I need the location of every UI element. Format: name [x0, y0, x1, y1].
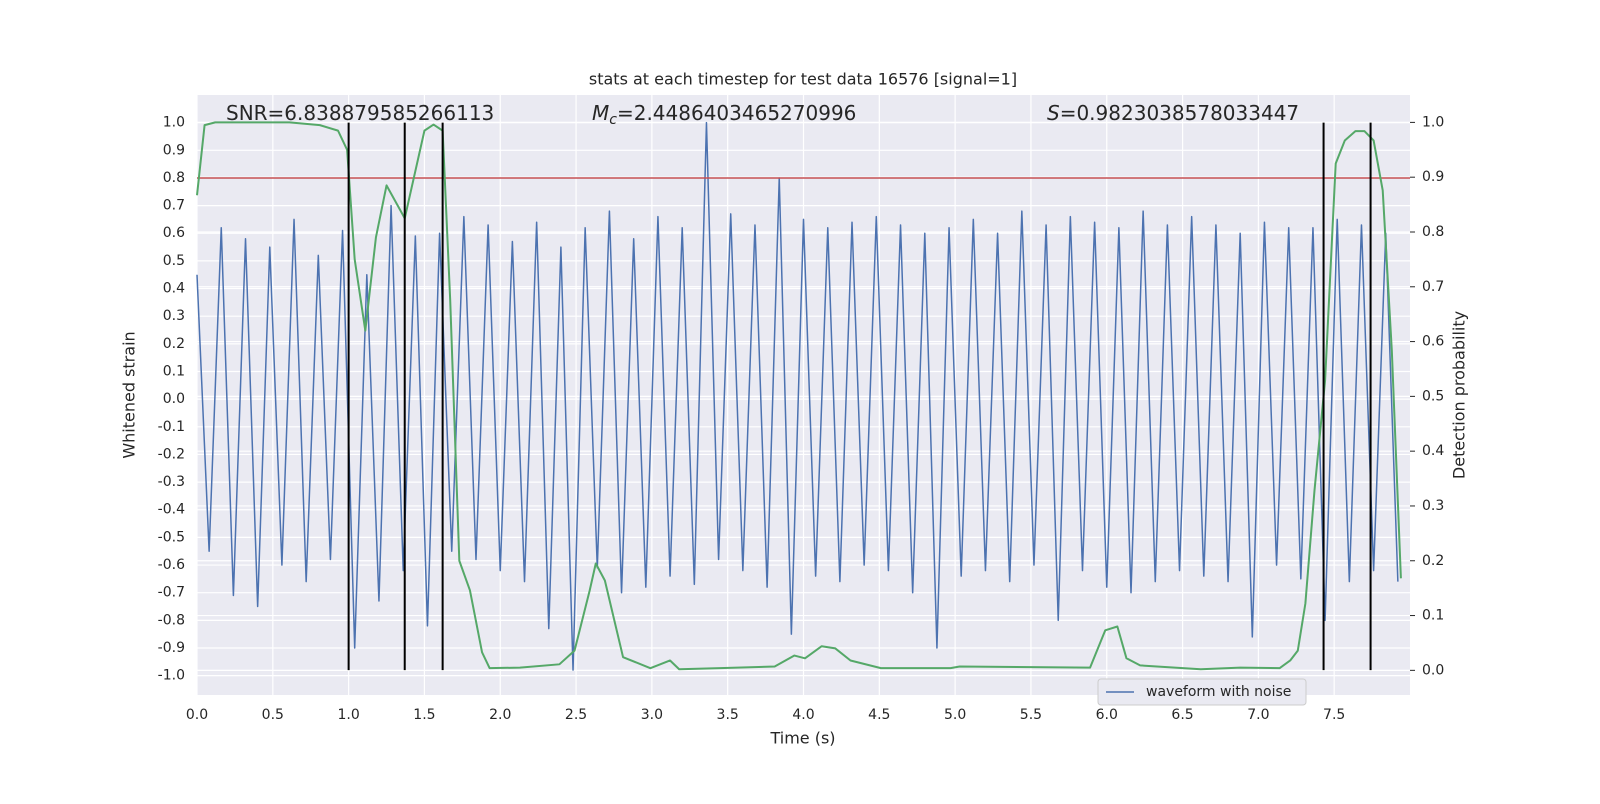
- y-tick-label: -0.5: [158, 529, 185, 545]
- annotation: SNR=6.838879585266113: [226, 101, 494, 125]
- y2-tick-label: 0.9: [1422, 169, 1444, 185]
- y-tick-label: 0.9: [163, 142, 185, 158]
- y-tick-label: -0.2: [158, 446, 185, 462]
- x-tick-label: 2.5: [565, 707, 587, 723]
- chart-title: stats at each timestep for test data 165…: [589, 70, 1017, 89]
- x-tick-label: 6.0: [1096, 707, 1118, 723]
- y-tick-label: -0.7: [158, 585, 185, 601]
- y-tick-label: -0.4: [158, 502, 185, 518]
- x-tick-label: 7.5: [1323, 707, 1345, 723]
- annotation-text: =0.9823038578033447: [1060, 101, 1299, 125]
- y-tick-label: -0.6: [158, 557, 185, 573]
- legend-box: [1097, 678, 1307, 706]
- y-tick-label: -0.8: [158, 612, 185, 628]
- probability-line: [196, 121, 1402, 671]
- x-tick-label: 3.0: [641, 707, 663, 723]
- y-tick-label: 0.2: [163, 336, 185, 352]
- x-axis-label: Time (s): [769, 729, 835, 748]
- x-tick-label: 4.5: [868, 707, 890, 723]
- annotation-symbol: M: [592, 101, 609, 125]
- y2-axis-label: Detection probability: [1450, 311, 1469, 479]
- annotation-text: SNR=6.838879585266113: [226, 101, 494, 125]
- y-tick-label: 0.0: [163, 391, 185, 407]
- annotation-subscript: c: [609, 112, 617, 128]
- legend-label: waveform with noise: [1146, 684, 1291, 700]
- x-tick-label: 1.5: [413, 707, 435, 723]
- y-tick-label: 0.3: [163, 308, 185, 324]
- x-tick-label: 1.0: [337, 707, 359, 723]
- y2-tick-label: 0.8: [1422, 224, 1444, 240]
- y-tick-label: -0.3: [158, 474, 185, 490]
- y-tick-label: 0.8: [163, 170, 185, 186]
- y2-tick-label: 0.5: [1422, 388, 1444, 404]
- annotation: Mc=2.4486403465270996: [592, 101, 856, 129]
- y2-tick-label: 0.6: [1422, 334, 1444, 350]
- y2-tick-label: 1.0: [1422, 114, 1444, 130]
- x-tick-label: 3.5: [717, 707, 739, 723]
- y-tick-label: -0.9: [158, 640, 185, 656]
- x-tick-label: 2.0: [489, 707, 511, 723]
- y-tick-label: 0.7: [163, 198, 185, 214]
- y-tick-label: 0.4: [163, 281, 185, 297]
- y-axis-label: Whitened strain: [120, 331, 139, 458]
- x-tick-label: 5.0: [944, 707, 966, 723]
- x-tick-label: 5.5: [1020, 707, 1042, 723]
- y-tick-label: 0.5: [163, 253, 185, 269]
- annotation-text: =2.4486403465270996: [617, 101, 856, 125]
- y-tick-label: -1.0: [158, 668, 185, 684]
- x-tick-label: 7.0: [1247, 707, 1269, 723]
- annotation: S=0.9823038578033447: [1047, 101, 1299, 125]
- x-tick-label: 0.0: [186, 707, 208, 723]
- annotation-symbol: S: [1047, 101, 1060, 125]
- y-tick-label: -0.1: [158, 419, 185, 435]
- legend: waveform with noise: [1097, 678, 1307, 706]
- x-tick-label: 4.0: [792, 707, 814, 723]
- x-tick-label: 6.5: [1171, 707, 1193, 723]
- y-tick-label: 0.6: [163, 225, 185, 241]
- y2-tick-label: 0.2: [1422, 553, 1444, 569]
- waveform-line: [196, 121, 1399, 671]
- y-tick-label: 0.1: [163, 363, 185, 379]
- x-tick-label: 0.5: [262, 707, 284, 723]
- y2-tick-label: 0.7: [1422, 279, 1444, 295]
- y2-tick-label: 0.0: [1422, 662, 1444, 678]
- y-tick-label: 1.0: [163, 115, 185, 131]
- y2-tick-label: 0.4: [1422, 443, 1444, 459]
- y2-tick-label: 0.1: [1422, 608, 1444, 624]
- y2-tick-label: 0.3: [1422, 498, 1444, 514]
